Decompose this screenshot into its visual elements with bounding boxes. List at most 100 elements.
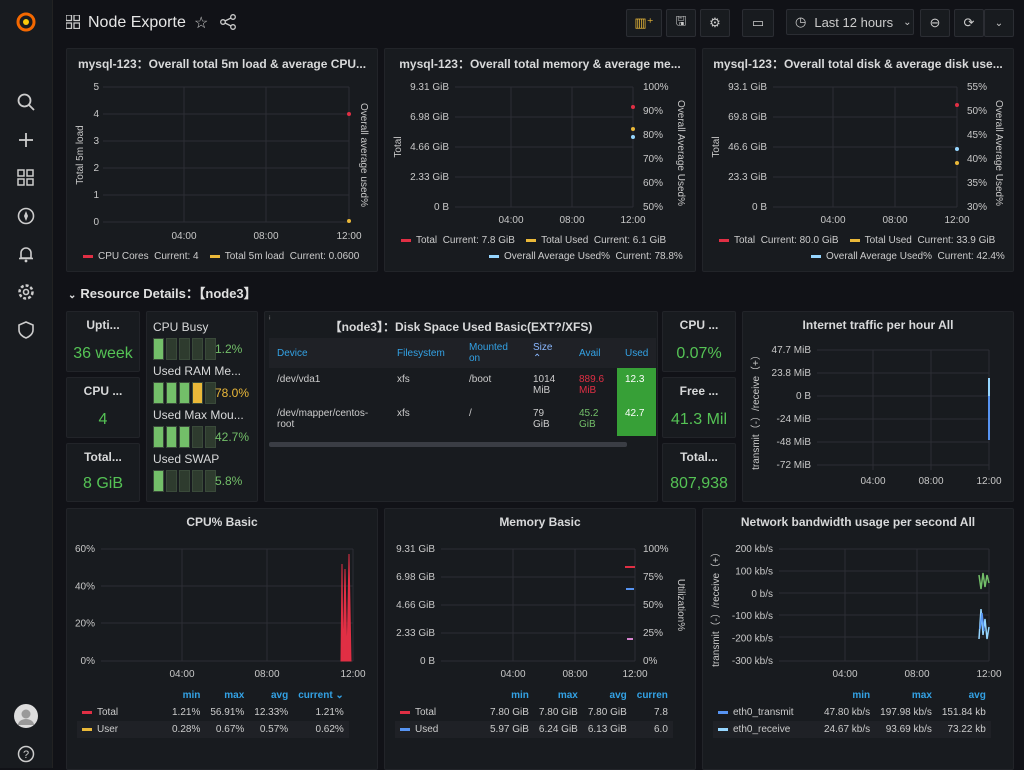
tick-label: 60%: [75, 544, 95, 555]
memory-overall-chart[interactable]: 9.31 GiB 6.98 GiB 4.66 GiB 2.33 GiB 0 B 100% 9…: [385, 49, 695, 271]
gauge-label: Used RAM Me...: [153, 364, 242, 378]
legend-row[interactable]: User 0.28% 0.67% 0.57% 0.62%: [77, 721, 349, 738]
tick-label: 30%: [967, 202, 987, 213]
avatar[interactable]: [14, 704, 38, 728]
search-icon[interactable]: [14, 90, 38, 114]
bar-gauge[interactable]: 5.8%: [153, 470, 242, 495]
dashboards-icon[interactable]: [14, 166, 38, 190]
dashboard-title[interactable]: Node Exporte: [88, 14, 186, 31]
tick-label: 100%: [643, 82, 669, 93]
stat-free[interactable]: Free ... 41.3 Mil: [662, 377, 736, 438]
shield-icon[interactable]: [14, 318, 38, 342]
bell-icon[interactable]: [14, 242, 38, 266]
panel-title[interactable]: mysql-123：Overall total memory & average…: [399, 57, 681, 71]
memory-basic-chart[interactable]: 9.31 GiB 6.98 GiB 4.66 GiB 2.33 GiB 0 B 100% 7…: [385, 509, 695, 689]
dashboard-grid-icon: [65, 14, 81, 32]
disk-overall-chart[interactable]: 93.1 GiB 69.8 GiB 46.6 GiB 23.3 GiB 0 B 55% 50…: [703, 49, 1013, 271]
refresh-button[interactable]: ⟳: [954, 9, 984, 37]
tick-label: 50%: [967, 106, 987, 117]
legend-row[interactable]: Total 1.21% 56.91% 12.33% 1.21%: [77, 704, 349, 721]
legend: CPU Cores Current: 4 Total 5m load Curre…: [83, 251, 359, 262]
tick-label: 80%: [643, 130, 663, 141]
legend-item[interactable]: CPU Cores Current: 4: [83, 251, 199, 262]
column-header[interactable]: Used: [617, 338, 657, 368]
settings-button[interactable]: ⚙: [700, 9, 730, 37]
tick-label: 2.33 GiB: [396, 628, 435, 639]
plus-icon[interactable]: [14, 128, 38, 152]
time-picker-button[interactable]: ◷ Last 12 hours ⌄: [786, 9, 914, 35]
bar-gauge[interactable]: 1.2%: [153, 338, 242, 363]
legend-item[interactable]: Overall Average Used% Current: 42.4%: [811, 251, 1005, 262]
refresh-interval-button[interactable]: ⌄: [984, 9, 1014, 37]
legend-table: min max avg current ⌄ Total 1.21% 56.91% 12.33…: [77, 687, 349, 738]
column-header[interactable]: Size ⌃: [525, 338, 571, 368]
bar-gauge[interactable]: 78.0%: [153, 382, 249, 407]
panel-title[interactable]: mysql-123：Overall total disk & average d…: [713, 57, 1003, 71]
traffic-chart[interactable]: 47.7 MiB 23.8 MiB 0 B -24 MiB -48 MiB -72 MiB…: [743, 312, 1013, 501]
table-row[interactable]: /dev/vda1 xfs/boot 1014 MiB 889.6 MiB 12.3: [269, 368, 657, 402]
legend-row[interactable]: Used 5.97 GiB 6.24 GiB 6.13 GiB 6.0: [395, 721, 673, 738]
star-icon[interactable]: ☆: [194, 15, 209, 32]
clock-icon: ◷: [795, 14, 807, 29]
grafana-logo-icon[interactable]: [14, 10, 38, 34]
share-icon[interactable]: [220, 14, 236, 33]
tick-label: 0: [93, 217, 99, 228]
y-axis-label: Total 5m load: [75, 125, 86, 184]
stat-cpu-cores[interactable]: CPU ... 4: [66, 377, 140, 438]
add-panel-icon: ▥⁺: [634, 15, 654, 30]
panel-title[interactable]: Network bandwidth usage per second All: [740, 515, 976, 529]
tick-label: 23.8 MiB: [772, 368, 812, 379]
stat-total-2[interactable]: Total... 807,938: [662, 443, 736, 502]
tick-label: 04:00: [500, 669, 525, 680]
cpu-basic-chart[interactable]: 60% 40% 20% 0% 04:00 08:00 12:00: [67, 509, 377, 689]
legend-row[interactable]: eth0_transmit 47.80 kb/s 197.98 kb/s 151.84…: [713, 704, 991, 721]
tick-label: 0%: [643, 656, 658, 667]
load-chart[interactable]: 5 4 3 2 1 0 04:00 08:00 12:00 Total 5m load Over…: [67, 49, 377, 271]
help-icon[interactable]: ?: [14, 742, 38, 766]
sort-current[interactable]: current ⌄: [298, 690, 344, 701]
tick-label: 45%: [967, 130, 987, 141]
disk-overall-panel: mysql-123：Overall total disk & average d…: [702, 48, 1014, 272]
chevron-down-icon: ⌄: [994, 17, 1004, 29]
legend-row[interactable]: Total 7.80 GiB 7.80 GiB 7.80 GiB 7.8: [395, 704, 673, 721]
stat-value: 4: [98, 411, 108, 428]
stat-cpu-iowait[interactable]: CPU ... 0.07%: [662, 311, 736, 372]
row-header-resource-details[interactable]: ⌄ Resource Details：【node3】: [68, 286, 257, 301]
panel-title[interactable]: Internet traffic per hour All: [802, 318, 954, 332]
panel-title[interactable]: Memory Basic: [499, 515, 581, 529]
panel-title[interactable]: 【node3】：Disk Space Used Basic(EXT?/XFS): [329, 320, 593, 334]
tick-label: 47.7 MiB: [772, 345, 812, 356]
panel-title[interactable]: mysql-123：Overall total 5m load & averag…: [77, 57, 367, 71]
column-header[interactable]: Avail: [571, 338, 617, 368]
legend-item[interactable]: Overall Average Used% Current: 78.8%: [489, 251, 683, 262]
network-bandwidth-chart[interactable]: 200 kb/s 100 kb/s 0 b/s -100 kb/s -200 kb/s -…: [703, 509, 1013, 689]
gear-icon[interactable]: [14, 280, 38, 304]
bar-gauge[interactable]: 42.7%: [153, 426, 249, 451]
legend-item[interactable]: Total Current: 80.0 GiB: [719, 235, 839, 246]
table-row[interactable]: /dev/mapper/centos-root xfs/79 GiB 45.2 Gi…: [269, 402, 657, 436]
save-dashboard-button[interactable]: 🖫: [666, 9, 696, 37]
tv-mode-button[interactable]: ▭: [742, 9, 774, 37]
legend-item[interactable]: Total Current: 7.8 GiB: [401, 235, 515, 246]
tick-label: 5: [93, 82, 99, 93]
horizontal-scrollbar[interactable]: [269, 442, 627, 447]
panel-title[interactable]: CPU% Basic: [186, 515, 258, 529]
legend-item[interactable]: Total Used Current: 33.9 GiB: [849, 235, 995, 246]
legend-row[interactable]: eth0_receive 24.67 kb/s 93.69 kb/s 73.22 kb: [713, 721, 991, 738]
compass-icon[interactable]: [14, 204, 38, 228]
grid-lines: [103, 86, 350, 223]
zoom-out-button[interactable]: ⊖: [920, 9, 950, 37]
stat-uptime[interactable]: Upti... 36 week: [66, 311, 140, 372]
column-header[interactable]: Filesystem: [389, 338, 461, 368]
stat-total-memory[interactable]: Total... 8 GiB: [66, 443, 140, 502]
legend-item[interactable]: Total Used Current: 6.1 GiB: [526, 235, 666, 246]
y2-axis-label: Overall average used%: [358, 103, 369, 207]
legend-item[interactable]: Total 5m load Current: 0.0600: [209, 251, 359, 262]
add-panel-button[interactable]: ▥⁺: [626, 9, 662, 37]
tick-label: 08:00: [253, 231, 278, 242]
info-icon[interactable]: ⁱ: [269, 314, 271, 324]
column-header[interactable]: Mounted on: [461, 338, 525, 368]
legend-table: min max avg curren Total 7.80 GiB 7.80 GiB 7.8…: [395, 687, 673, 738]
column-header[interactable]: Device: [269, 338, 389, 368]
tick-label: -300 kb/s: [732, 656, 773, 667]
